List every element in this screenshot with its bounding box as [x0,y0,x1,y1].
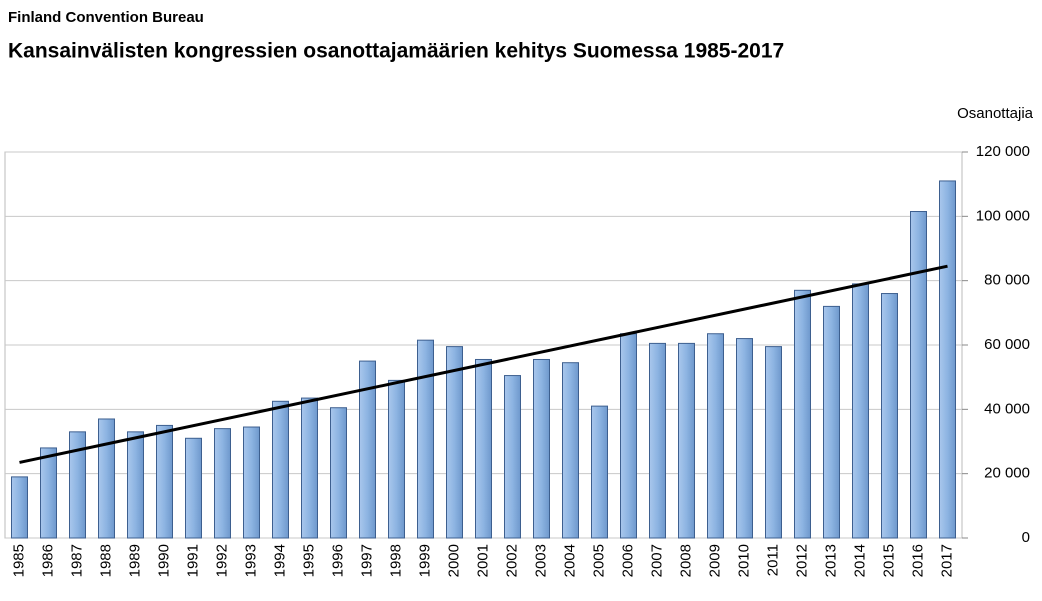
bar [475,358,492,539]
bar [939,180,956,539]
x-tick-label: 2012 [793,544,810,577]
x-tick-label: 2005 [590,544,607,577]
bar [69,431,86,539]
bar [185,437,202,539]
bar [330,407,347,539]
x-tick-label: 2001 [474,544,491,577]
bar [301,397,318,539]
y-tick-label: 120 000 [976,143,1030,160]
bar [794,289,811,539]
y-tick-label: 60 000 [984,336,1030,353]
x-tick-label: 1995 [300,544,317,577]
bar [649,342,666,539]
bar [562,362,579,539]
bar [127,431,144,539]
chart-subtitle: Finland Convention Bureau [8,9,204,26]
x-tick-label: 1987 [68,544,85,577]
x-tick-label: 1992 [213,544,230,577]
x-tick-label: 2007 [648,544,665,577]
bar [156,424,173,539]
bar [707,333,724,539]
x-tick-label: 2002 [503,544,520,577]
bar [533,358,550,539]
x-tick-label: 1998 [387,544,404,577]
x-tick-label: 1997 [358,544,375,577]
bar [11,476,28,539]
x-tick-label: 1994 [271,544,288,577]
x-tick-label: 1986 [39,544,56,577]
bar [359,360,376,539]
bar [881,293,898,539]
bar [678,342,695,539]
bar [446,346,463,539]
bar [243,426,260,539]
bar [272,400,289,539]
x-tick-label: 1985 [10,544,27,577]
bar [417,339,434,539]
x-tick-label: 2016 [909,544,926,577]
y-tick-label: 40 000 [984,400,1030,417]
x-tick-label: 1996 [329,544,346,577]
x-tick-label: 1999 [416,544,433,577]
x-tick-label: 2015 [880,544,897,577]
bar [910,211,927,539]
x-tick-label: 2008 [677,544,694,577]
x-tick-label: 2006 [619,544,636,577]
x-tick-label: 1988 [97,544,114,577]
bar [852,283,869,539]
y-tick-label: 20 000 [984,465,1030,482]
y-axis-title: Osanottajia [957,105,1034,122]
x-tick-label: 2013 [822,544,839,577]
y-tick-label: 0 [1022,529,1030,546]
bar [504,375,521,539]
bar [591,405,608,539]
chart-title: Kansainvälisten kongressien osanottajamä… [8,40,784,63]
bar [214,428,231,539]
bar [736,338,753,539]
trend-line [19,264,948,464]
x-tick-label: 2011 [764,544,781,576]
x-tick-label: 2009 [706,544,723,577]
x-tick-label: 2003 [532,544,549,577]
x-tick-label: 2010 [735,544,752,577]
bar [98,418,115,539]
bar [620,333,637,539]
y-tick-label: 100 000 [976,207,1030,224]
x-tick-label: 1993 [242,544,259,577]
x-tick-label: 2014 [851,544,868,577]
bar [765,346,782,539]
x-tick-label: 1990 [155,544,172,577]
x-tick-label: 2017 [938,544,955,577]
x-tick-label: 1989 [126,544,143,577]
y-tick-label: 80 000 [984,272,1030,289]
bar [388,379,405,539]
x-tick-label: 2004 [561,544,578,577]
x-tick-label: 1991 [184,544,201,577]
bar [823,305,840,539]
bar [40,447,57,539]
x-tick-label: 2000 [445,544,462,577]
